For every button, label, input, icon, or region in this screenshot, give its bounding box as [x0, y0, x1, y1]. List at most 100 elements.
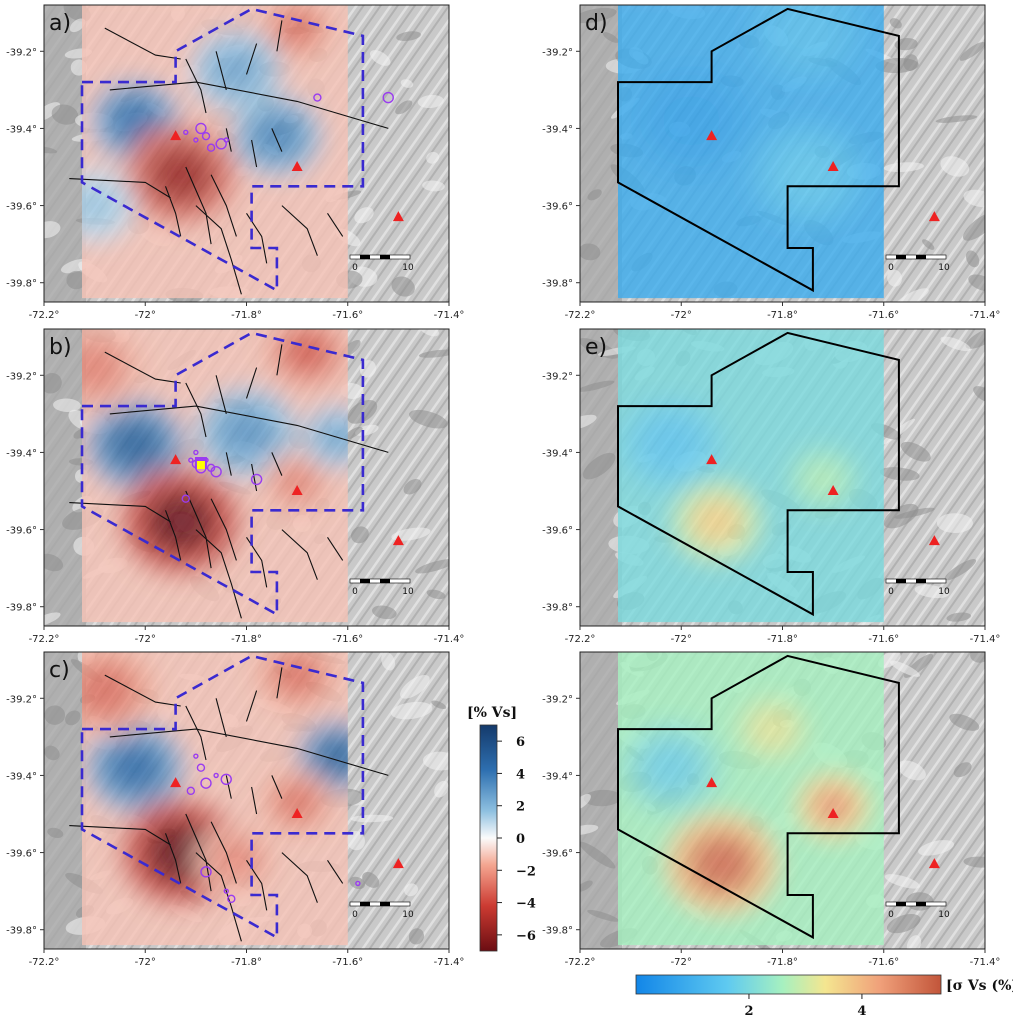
vs-colorbar-ramp — [479, 724, 498, 952]
volcano-marker — [928, 535, 940, 546]
map-panels: 0 10 a) -72.2° -72° -71.8° -71.6° -71.4° -39.2° -… — [6, 4, 1001, 968]
scale-bar-label: 10 — [402, 263, 414, 273]
fault-line — [327, 859, 344, 884]
vs-colorbar-ticks: 6 4 2 0 −2 −4 −6 — [497, 735, 536, 944]
y-tick-label: -39.2° — [542, 47, 573, 58]
sigma-colorbar-tick-label: 2 — [744, 1004, 753, 1019]
x-tick-label: -72.2° — [29, 634, 60, 645]
y-tick-label: -39.2° — [542, 371, 573, 382]
earthquake-marker — [196, 763, 206, 772]
map-panel-1: 0 10 b) -72.2° -72° -71.8° -71.6° -71.4° -39.2° -… — [6, 328, 465, 645]
anomaly-core-6 — [82, 339, 125, 396]
scale-bar-label: 10 — [938, 910, 950, 920]
field-overlay — [618, 5, 884, 299]
earthquake-marker — [181, 494, 190, 503]
fault-line — [109, 405, 389, 453]
y-tick-label: -39.8° — [6, 603, 37, 614]
anomaly-core-2 — [640, 416, 702, 473]
fault-line — [109, 728, 389, 776]
earthquake-marker — [227, 894, 236, 904]
earthquake-cluster-highlight — [196, 461, 205, 469]
x-tick-label: -71.6° — [868, 634, 899, 645]
anomaly-core-0 — [654, 87, 728, 155]
faults — [69, 344, 389, 619]
panel-label: b) — [49, 335, 72, 360]
fault-line — [245, 690, 258, 722]
y-tick-label: -39.4° — [6, 771, 37, 782]
y-tick-label: -39.8° — [542, 926, 573, 937]
y-tick-label: -39.4° — [542, 448, 573, 459]
faults — [69, 20, 389, 295]
map-panel-0: 0 10 a) -72.2° -72° -71.8° -71.6° -71.4° -39.2° -… — [6, 4, 464, 321]
fault-line — [210, 498, 237, 561]
volcanoes — [170, 130, 404, 222]
panel-label: c) — [49, 658, 70, 683]
x-tick-label: -71.4° — [434, 634, 465, 645]
fault-line — [327, 536, 344, 561]
scale-bar: 0 10 — [349, 578, 414, 597]
earthquake-marker — [213, 772, 219, 779]
earthquake-marker — [193, 753, 199, 759]
x-tick-label: -71.4° — [434, 957, 465, 968]
map-panel-5: 0 10 -72.2° -72° -71.8° -71.6° -71.4° -39.2° -39… — [542, 651, 1001, 968]
study-region-outline — [617, 7, 900, 293]
y-tick-label: -39.8° — [6, 279, 37, 290]
anomaly-core-4 — [82, 662, 136, 719]
vs-colorbar-tick-label: 4 — [516, 767, 525, 782]
field-overlay — [618, 329, 884, 623]
anomaly-core-5 — [82, 183, 119, 228]
fault-line — [195, 205, 242, 295]
volcano-marker — [928, 211, 940, 222]
y-tick-label: -39.8° — [542, 279, 573, 290]
fault-line — [195, 852, 242, 942]
x-tick-label: -72.2° — [565, 957, 596, 968]
fault-line — [245, 367, 258, 399]
fault-line — [271, 775, 283, 799]
x-tick-label: -72.2° — [29, 957, 60, 968]
y-tick-label: -39.6° — [6, 526, 37, 537]
fault-line — [185, 705, 207, 761]
fault-line — [251, 463, 258, 492]
x-tick-label: -71.8° — [767, 634, 798, 645]
anomaly-core-0 — [104, 416, 166, 473]
volcano-marker — [291, 485, 303, 495]
anomaly-core-0 — [689, 496, 745, 547]
scale-bar: 0 10 — [349, 254, 414, 273]
x-tick-label: -72.2° — [565, 634, 596, 645]
fault-line — [185, 58, 207, 114]
scale-bar-label: 0 — [888, 587, 894, 597]
y-tick-label: -39.8° — [542, 603, 573, 614]
volcano-marker — [291, 808, 303, 818]
earthquake-marker — [193, 137, 199, 143]
volcano-marker — [170, 130, 182, 141]
fault-line — [104, 27, 181, 60]
y-tick-label: -39.2° — [542, 694, 573, 705]
fault-line — [276, 20, 283, 52]
fault-line — [271, 128, 283, 152]
vs-colorbar-tick-label: −2 — [516, 864, 536, 879]
sigma-colorbar-title: [σ Vs (%) ] — [946, 978, 1013, 994]
volcano-marker — [170, 777, 182, 788]
scale-bar-label: 10 — [938, 587, 950, 597]
scale-bar-label: 0 — [888, 263, 894, 273]
x-tick-label: -72° — [135, 957, 156, 968]
volcano-marker — [170, 454, 182, 465]
earthquake-marker — [206, 143, 216, 152]
x-tick-label: -71.4° — [970, 957, 1001, 968]
sigma-colorbar: [σ Vs (%) ] 24 — [635, 974, 1013, 1019]
volcano-marker — [291, 161, 303, 171]
earthquakes — [181, 449, 263, 503]
earthquake-marker — [220, 773, 232, 785]
fault-line — [210, 821, 237, 884]
fault-line — [69, 178, 171, 199]
volcano-marker — [392, 858, 404, 869]
fault-line — [104, 674, 181, 707]
field-overlay — [82, 329, 348, 623]
vs-colorbar-tick-label: −4 — [516, 897, 536, 912]
volcanoes — [170, 777, 404, 869]
fault-line — [225, 775, 232, 799]
volcanoes — [170, 454, 404, 546]
fault-line — [276, 344, 283, 376]
map-panel-3: 0 10 d) -72.2° -72° -71.8° -71.6° -71.4° -39.2° -… — [542, 4, 1000, 321]
